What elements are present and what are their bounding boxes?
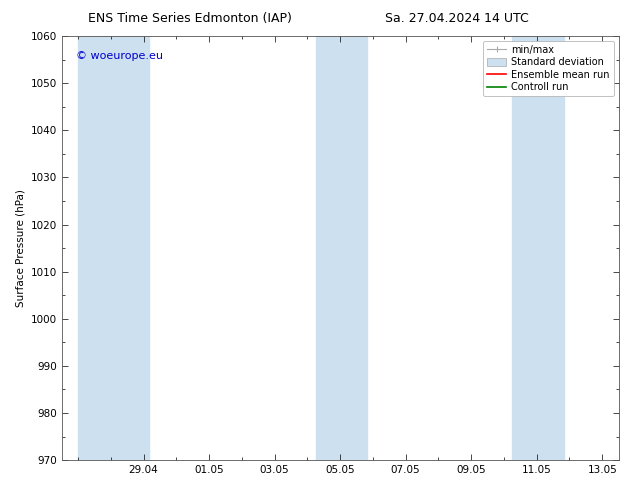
Bar xyxy=(512,36,564,460)
Text: Sa. 27.04.2024 14 UTC: Sa. 27.04.2024 14 UTC xyxy=(385,12,528,25)
Text: © woeurope.eu: © woeurope.eu xyxy=(75,51,162,61)
Text: ENS Time Series Edmonton (IAP): ENS Time Series Edmonton (IAP) xyxy=(88,12,292,25)
Legend: min/max, Standard deviation, Ensemble mean run, Controll run: min/max, Standard deviation, Ensemble me… xyxy=(483,41,614,96)
Bar xyxy=(78,36,149,460)
Y-axis label: Surface Pressure (hPa): Surface Pressure (hPa) xyxy=(15,189,25,307)
Bar xyxy=(316,36,367,460)
